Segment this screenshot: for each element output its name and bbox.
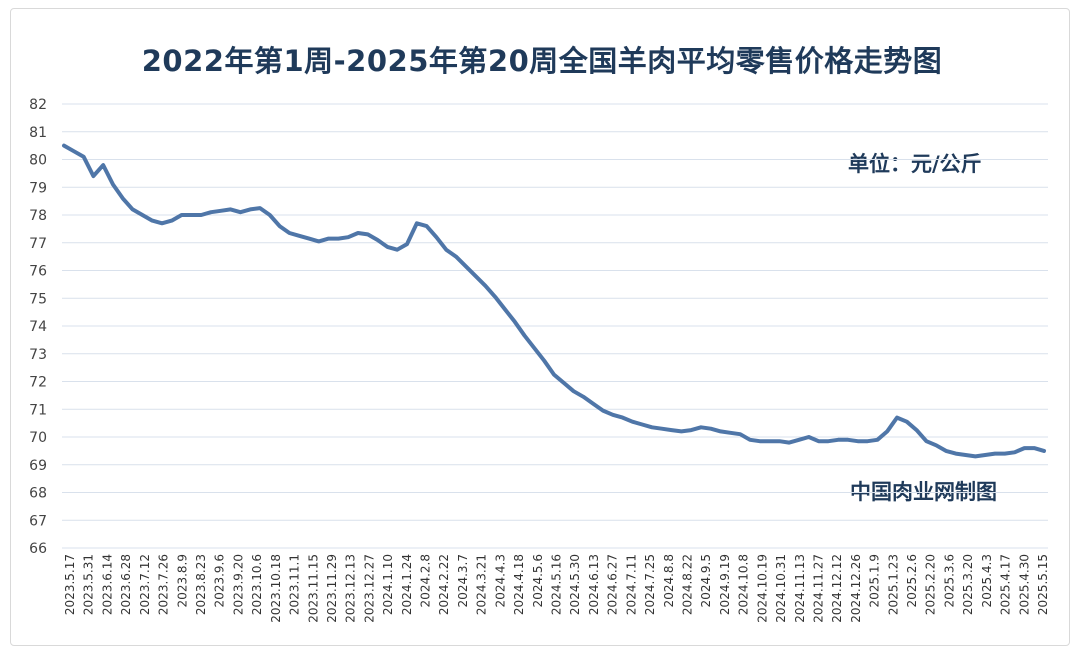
x-tick-label: 2025.5.15 xyxy=(1036,554,1050,615)
y-tick-label: 68 xyxy=(29,486,47,502)
x-tick-label: 2023.7.26 xyxy=(157,554,171,615)
x-tick-label: 2024.1.10 xyxy=(381,554,395,615)
x-tick-label: 2023.11.1 xyxy=(288,554,302,615)
x-tick-label: 2024.5.16 xyxy=(550,554,564,615)
x-tick-label: 2023.5.17 xyxy=(63,554,77,615)
x-tick-label: 2025.3.6 xyxy=(942,554,956,607)
x-tick-label: 2024.12.26 xyxy=(849,554,863,623)
x-tick-label: 2025.1.23 xyxy=(886,554,900,615)
x-tick-label: 2024.5.30 xyxy=(568,554,582,615)
x-tick-label: 2024.8.8 xyxy=(662,554,676,607)
x-axis-ticks: 2023.5.17 2023.5.31 2023.6.14 2023.6.28 2023… xyxy=(63,554,1050,623)
x-tick-label: 2024.7.11 xyxy=(624,554,638,615)
x-tick-label: 2023.7.12 xyxy=(138,554,152,615)
chart-frame xyxy=(10,8,1070,646)
x-tick-label: 2024.4.3 xyxy=(493,554,507,607)
y-tick-label: 76 xyxy=(29,264,47,280)
series-line xyxy=(62,143,1046,459)
y-tick-label: 73 xyxy=(29,347,47,363)
y-tick-label: 71 xyxy=(29,402,47,418)
y-tick-label: 82 xyxy=(29,97,47,113)
y-tick-label: 69 xyxy=(29,458,47,474)
chart-title: 2022年第1周-2025年第20周全国羊肉平均零售价格走势图 xyxy=(141,44,943,78)
y-tick-label: 74 xyxy=(29,319,47,335)
y-axis-ticks: 66 67 68 69 70 71 72 73 74 75 76 77 78 79 80 81 82 xyxy=(29,97,47,557)
x-tick-label: 2024.3.7 xyxy=(456,554,470,607)
x-tick-label: 2024.6.13 xyxy=(587,554,601,615)
x-tick-label: 2023.11.15 xyxy=(306,554,320,623)
x-tick-label: 2024.11.27 xyxy=(811,554,825,623)
y-tick-label: 67 xyxy=(29,513,47,529)
x-tick-label: 2023.6.28 xyxy=(119,554,133,615)
x-tick-label: 2025.4.3 xyxy=(980,554,994,607)
x-tick-label: 2025.2.6 xyxy=(905,554,919,607)
x-tick-label: 2023.10.18 xyxy=(269,554,283,623)
x-tick-label: 2023.12.27 xyxy=(362,554,376,623)
series-group xyxy=(62,143,1046,459)
y-tick-label: 78 xyxy=(29,208,47,224)
x-tick-label: 2024.8.22 xyxy=(680,554,694,615)
x-tick-label: 2024.11.13 xyxy=(793,554,807,623)
x-tick-label: 2024.9.19 xyxy=(718,554,732,615)
x-tick-label: 2024.7.25 xyxy=(643,554,657,615)
x-tick-label: 2023.6.14 xyxy=(100,554,114,615)
x-tick-label: 2023.9.6 xyxy=(213,554,227,607)
y-tick-label: 70 xyxy=(29,430,47,446)
x-tick-label: 2023.10.6 xyxy=(250,554,264,615)
x-tick-label: 2024.10.31 xyxy=(774,554,788,623)
y-tick-label: 77 xyxy=(29,236,47,252)
x-tick-label: 2024.9.5 xyxy=(699,554,713,607)
x-tick-label: 2025.3.20 xyxy=(961,554,975,615)
y-tick-label: 80 xyxy=(29,153,47,169)
x-tick-label: 2023.12.13 xyxy=(344,554,358,623)
x-tick-label: 2023.8.9 xyxy=(175,554,189,607)
x-tick-label: 2024.10.8 xyxy=(737,554,751,615)
x-tick-label: 2024.6.27 xyxy=(606,554,620,615)
x-tick-label: 2023.8.23 xyxy=(194,554,208,615)
x-tick-label: 2024.12.12 xyxy=(830,554,844,623)
x-tick-label: 2025.4.30 xyxy=(1017,554,1031,615)
y-tick-label: 79 xyxy=(29,180,47,196)
y-tick-label: 81 xyxy=(29,125,47,141)
x-tick-label: 2024.2.22 xyxy=(437,554,451,615)
grid-lines xyxy=(62,103,1048,549)
x-tick-label: 2025.4.17 xyxy=(999,554,1013,615)
x-tick-label: 2023.5.31 xyxy=(82,554,96,615)
y-tick-label: 66 xyxy=(29,541,47,557)
y-tick-label: 75 xyxy=(29,291,47,307)
x-tick-label: 2023.9.20 xyxy=(231,554,245,615)
x-tick-label: 2024.3.21 xyxy=(475,554,489,615)
x-tick-label: 2024.10.19 xyxy=(755,554,769,623)
x-tick-label: 2024.1.24 xyxy=(400,554,414,615)
x-tick-label: 2024.5.6 xyxy=(531,554,545,607)
y-tick-label: 72 xyxy=(29,375,47,391)
x-tick-label: 2023.11.29 xyxy=(325,554,339,623)
x-tick-label: 2025.2.20 xyxy=(924,554,938,615)
x-tick-label: 2024.4.18 xyxy=(512,554,526,615)
x-tick-label: 2024.2.8 xyxy=(419,554,433,607)
unit-label: 单位：元/公斤 xyxy=(848,152,982,176)
x-tick-label: 2025.1.9 xyxy=(868,554,882,607)
